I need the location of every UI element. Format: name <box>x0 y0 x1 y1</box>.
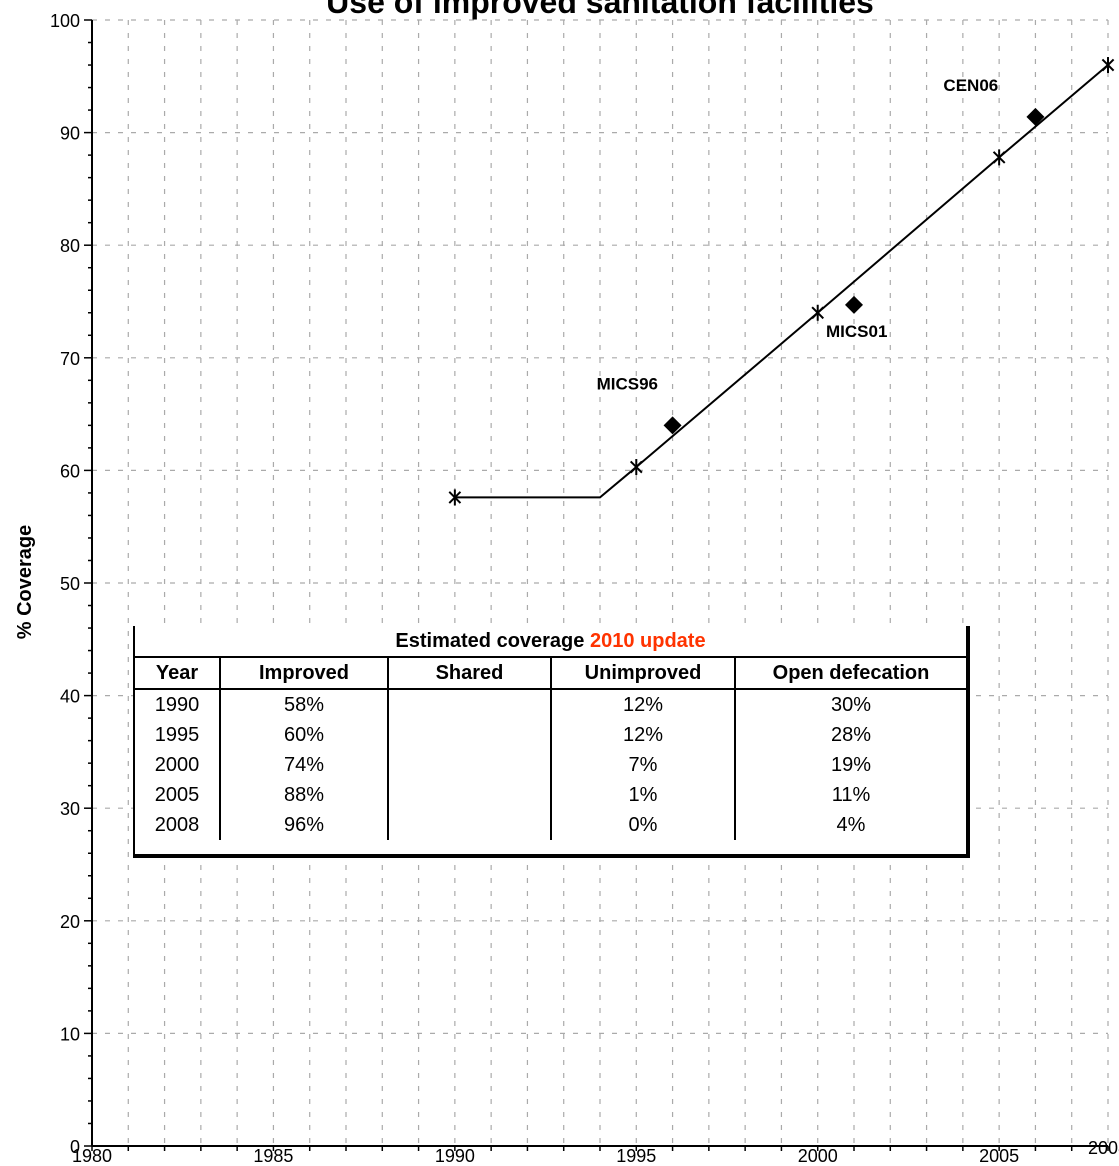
cell-shared <box>387 720 551 750</box>
diamond-marker <box>663 416 682 435</box>
cell-year: 2008 <box>154 813 200 836</box>
point-label: MICS96 <box>597 374 658 393</box>
table-title-highlight: 2010 update <box>589 630 706 652</box>
y-tick-label: 60 <box>60 461 80 481</box>
table-divider <box>135 656 966 658</box>
cell-open-defecation: 19% <box>734 750 966 780</box>
cell-open-defecation: 28% <box>734 720 966 750</box>
asterisk-marker <box>992 149 1006 166</box>
table-title-prefix: Estimated coverage <box>395 630 585 652</box>
point-label: CEN06 <box>943 76 998 95</box>
cell-improved: 60% <box>219 720 388 750</box>
cell-unimproved: 1% <box>550 780 735 810</box>
table-row: 2000 74% 7% 19% <box>135 750 966 780</box>
cell-shared <box>387 780 551 810</box>
series-line <box>454 64 1109 499</box>
cell-open-defecation: 4% <box>734 810 966 840</box>
y-tick-label: 70 <box>60 349 80 369</box>
table-row: 2005 88% 1% 11% <box>135 780 966 810</box>
table-row: 2008 96% 0% 4% <box>135 810 966 840</box>
x-tick-label: 2000 <box>798 1146 838 1166</box>
header-improved: Improved <box>219 658 388 690</box>
cell-open-defecation: 11% <box>734 780 966 810</box>
cell-year: 2005 <box>154 783 200 806</box>
cell-open-defecation: 30% <box>734 689 966 720</box>
y-tick-label: 0 <box>70 1137 80 1157</box>
coverage-table: Estimated coverage 2010 update Year Impr… <box>133 626 970 858</box>
table-header-row: Year Improved Shared Unimproved Open def… <box>135 658 966 690</box>
x-tick-label: 1995 <box>616 1146 656 1166</box>
y-tick-label: 100 <box>50 11 80 31</box>
y-tick-label: 50 <box>60 574 80 594</box>
cell-unimproved: 12% <box>550 720 735 750</box>
asterisk-marker <box>629 459 643 476</box>
table-row: 1995 60% 12% 28% <box>135 720 966 750</box>
x-tick-label: 1985 <box>253 1146 293 1166</box>
header-unimproved: Unimproved <box>550 658 735 690</box>
cell-unimproved: 12% <box>550 689 735 720</box>
point-label: MICS01 <box>826 322 887 341</box>
header-open-defecation: Open defecation <box>734 658 966 690</box>
diamond-marker <box>845 295 863 314</box>
y-tick-label: 90 <box>60 124 80 144</box>
y-tick-label: 40 <box>60 687 80 707</box>
cell-improved: 88% <box>219 780 388 810</box>
header-shared: Shared <box>387 658 551 690</box>
cell-improved: 96% <box>219 810 388 840</box>
x-tick-label: 2008 <box>1088 1138 1119 1158</box>
x-tick-label: 1980 <box>72 1146 112 1166</box>
cell-improved: 58% <box>219 689 388 720</box>
asterisk-marker <box>811 304 825 321</box>
cell-shared <box>387 750 551 780</box>
x-tick-label: 2005 <box>979 1146 1019 1166</box>
cell-unimproved: 0% <box>550 810 735 840</box>
cell-year: 1990 <box>154 693 200 716</box>
chart-title: Use of improved sanitation facilities <box>326 0 874 20</box>
y-tick-label: 80 <box>60 236 80 256</box>
x-tick-label: 1990 <box>435 1146 475 1166</box>
cell-year: 1995 <box>154 723 200 746</box>
cell-shared <box>387 810 551 840</box>
cell-improved: 74% <box>219 750 388 780</box>
y-axis-label: % Coverage <box>14 524 36 640</box>
y-tick-label: 10 <box>60 1024 80 1044</box>
asterisk-marker <box>1101 57 1115 74</box>
cell-year: 2000 <box>154 753 200 776</box>
diamond-marker <box>1026 107 1045 126</box>
cell-shared <box>387 689 551 720</box>
coverage-table-grid: Year Improved Shared Unimproved Open def… <box>135 658 966 840</box>
asterisk-marker <box>448 489 462 506</box>
header-year: Year <box>135 658 220 690</box>
cell-unimproved: 7% <box>550 750 735 780</box>
table-row: 1990 58% 12% 30% <box>135 689 966 720</box>
table-title: Estimated coverage 2010 update <box>135 630 966 653</box>
y-tick-label: 30 <box>60 799 80 819</box>
y-tick-label: 20 <box>60 912 80 932</box>
